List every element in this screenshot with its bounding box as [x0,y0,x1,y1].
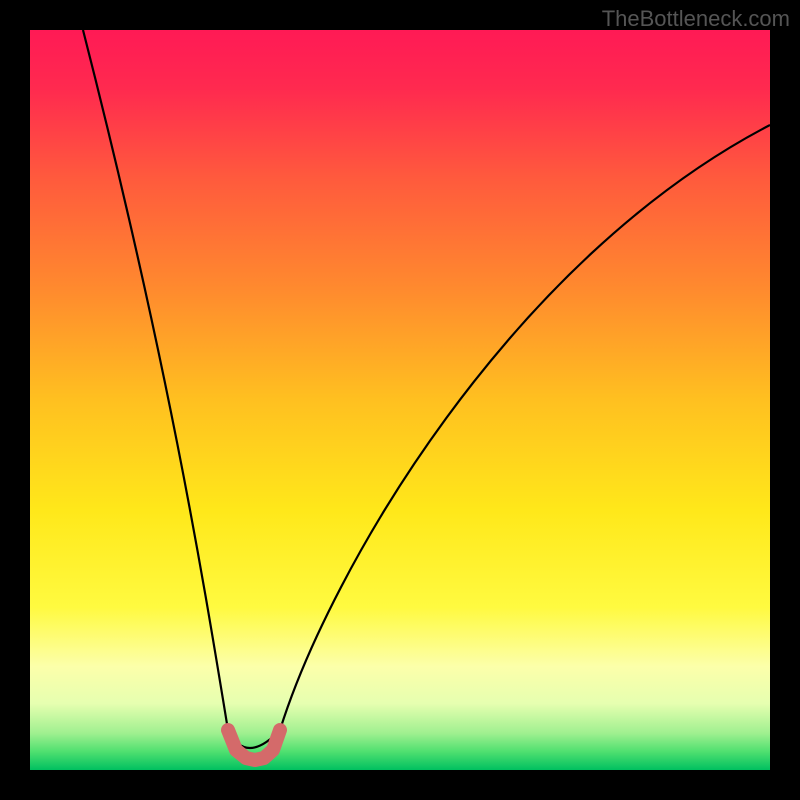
chart-plot-area [30,30,770,770]
watermark: TheBottleneck.com [602,6,790,32]
chart-background [30,30,770,770]
chart-svg [30,30,770,770]
